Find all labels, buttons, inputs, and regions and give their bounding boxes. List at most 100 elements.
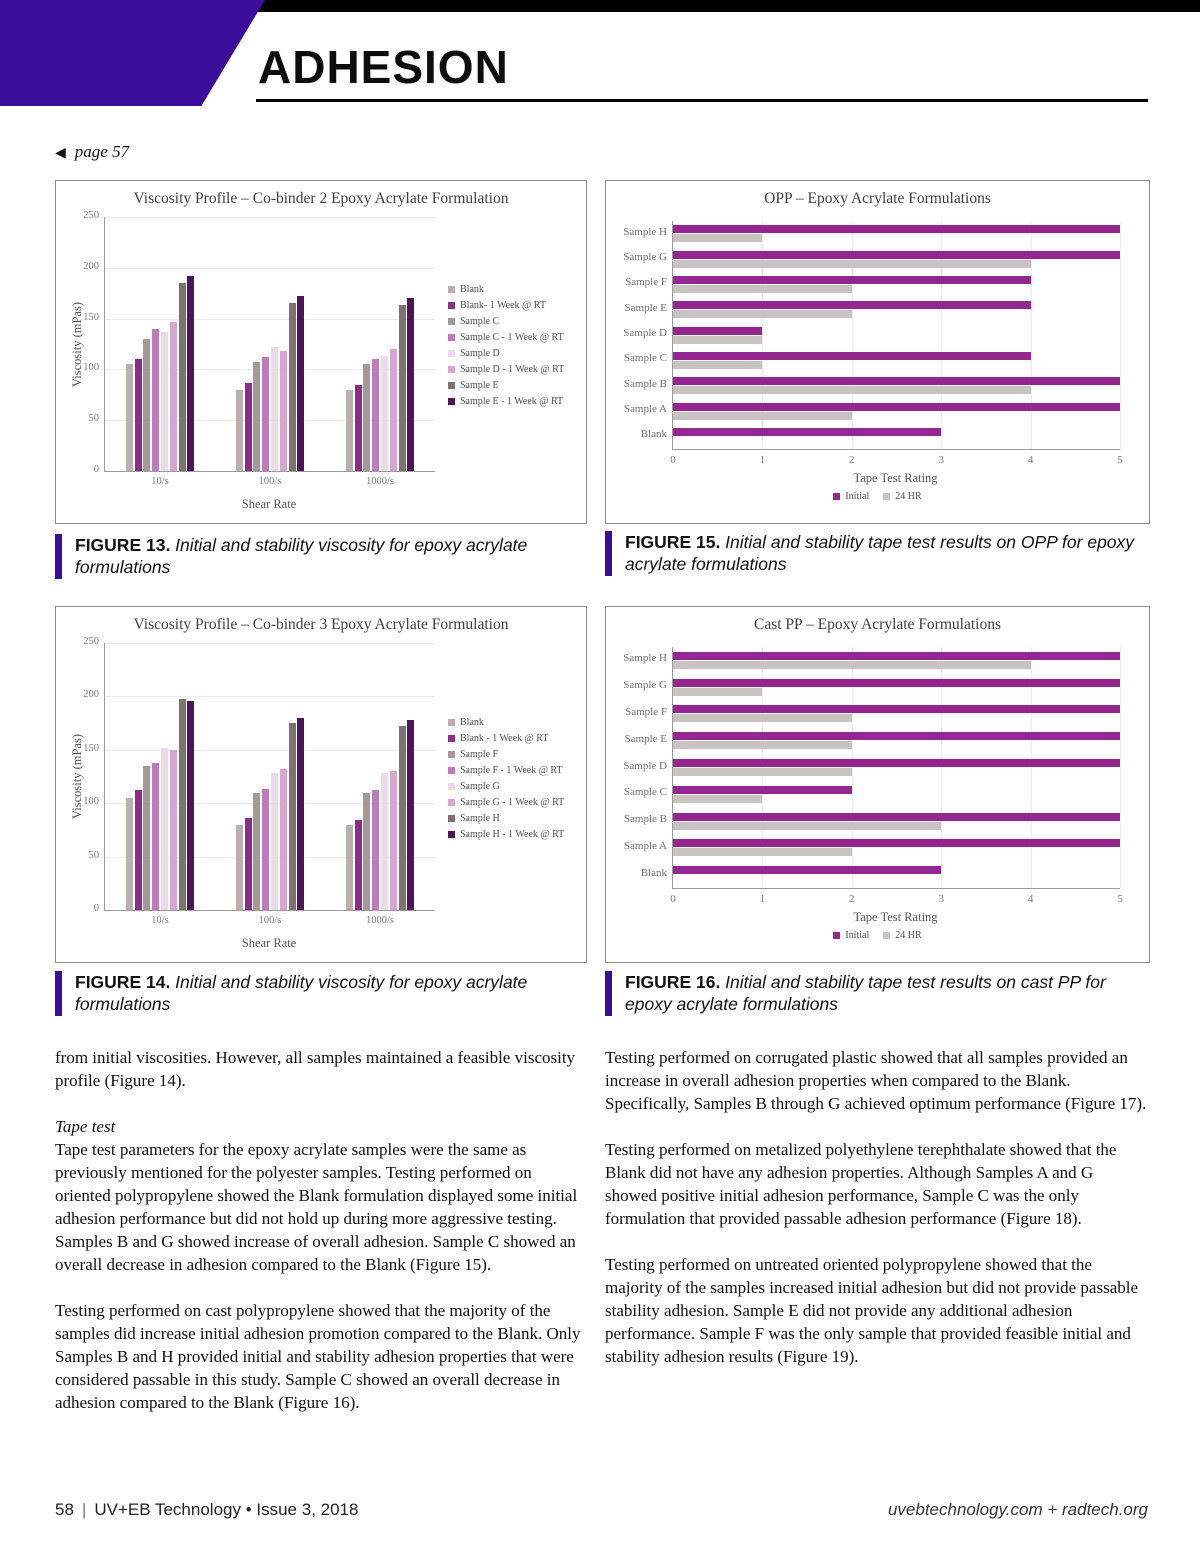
bar: [673, 386, 1031, 395]
bar: [673, 839, 1120, 848]
bar: [345, 389, 353, 471]
legend-item: Sample C: [448, 316, 564, 327]
x-tick-label: 5: [1117, 454, 1123, 466]
plot-area: 0 1 2 3 4 5 Sample H Sample G Sample F Sample E Sa…: [623, 647, 1123, 905]
category-label: Sample D: [623, 759, 667, 772]
legend-swatch-icon: [448, 366, 455, 373]
bar: [297, 717, 305, 910]
bar: [673, 326, 763, 335]
bar: [363, 364, 371, 471]
gridline: [851, 221, 853, 449]
bar: [673, 234, 763, 243]
bar: [152, 762, 160, 910]
bar: [134, 359, 142, 471]
bar: [673, 794, 763, 803]
y-tick-label: 0: [93, 903, 99, 914]
legend-item: Sample H: [448, 813, 564, 824]
bar: [673, 335, 763, 344]
legend-item: Sample C - 1 Week @ RT: [448, 332, 564, 343]
category-label: Sample H: [623, 652, 667, 665]
x-tick-label: 10/s: [151, 915, 169, 926]
legend-item: 24 HR: [883, 491, 922, 502]
body-column-left: from initial viscosities. However, all s…: [55, 1046, 587, 1437]
bar: [673, 284, 852, 293]
x-tick-label: 4: [1027, 454, 1034, 466]
bar: [673, 759, 1120, 767]
bar: [673, 275, 1031, 284]
legend-swatch-icon: [448, 798, 455, 806]
x-tick-label: 3: [938, 893, 944, 905]
bar: [235, 389, 243, 471]
gridline: [105, 749, 435, 751]
y-tick-label: 100: [83, 362, 99, 374]
x-tick-label: 1: [759, 454, 766, 466]
footer-separator: |: [81, 1500, 87, 1519]
x-tick-label: 2: [849, 893, 855, 905]
figure-13-chart: Viscosity Profile – Co-binder 2 Epoxy Ac…: [55, 180, 587, 524]
legend-swatch-icon: [448, 766, 455, 774]
title-underline: [256, 99, 1148, 102]
bar: [262, 357, 270, 471]
category-label: Sample E: [624, 301, 667, 314]
page-number: 58: [55, 1500, 74, 1519]
bar: [253, 362, 261, 471]
x-axis-label: Tape Test Rating: [853, 471, 938, 485]
legend-label: Sample E - 1 Week @ RT: [460, 396, 564, 407]
gridline: [1030, 221, 1032, 449]
chart-legend: Blank Blank - 1 Week @ RT Sample F Sample F…: [448, 717, 564, 845]
gridline: [105, 696, 435, 698]
footer-links[interactable]: uvebtechnology.com + radtech.org: [887, 1500, 1148, 1519]
bar: [673, 687, 763, 696]
bar: [270, 347, 278, 471]
category-label: Sample C: [623, 352, 667, 365]
bar: [354, 820, 362, 910]
legend-label: Sample F: [460, 748, 499, 760]
legend-item: Sample H - 1 Week @ RT: [448, 829, 564, 840]
figure-caption-text: Initial and stability tape test results …: [625, 532, 1135, 575]
bar: [673, 785, 852, 794]
legend-label: Sample H: [460, 812, 500, 824]
caption-text: FIGURE 15. Initial and stability tape te…: [625, 531, 1148, 576]
figure-14-caption: FIGURE 14. Initial and stability viscosi…: [55, 971, 585, 1016]
y-tick-label: 150: [83, 311, 99, 323]
paragraph: Testing performed on cast polypropylene …: [55, 1301, 581, 1412]
legend-swatch-icon: [833, 932, 841, 939]
legend-label: Initial: [845, 930, 870, 941]
figure-caption-text: Initial and stability tape test results …: [625, 972, 1106, 1015]
bar: [262, 789, 270, 910]
y-axis-label: Viscosity (mPas): [70, 301, 84, 387]
paragraph: Testing performed on untreated oriented …: [605, 1255, 1139, 1366]
y-tick-label: 100: [83, 796, 99, 808]
y-tick-label: 50: [88, 849, 100, 861]
legend-item: 24 HR: [883, 930, 922, 941]
bar: [169, 749, 177, 910]
legend-swatch-icon: [883, 493, 891, 500]
figure-caption-text: Initial and stability viscosity for epox…: [75, 972, 528, 1015]
legend-swatch-icon: [448, 302, 455, 309]
back-link[interactable]: ◀ page 57: [55, 142, 129, 162]
legend-item: Sample E - 1 Week @ RT: [448, 396, 564, 407]
bar: [169, 321, 177, 471]
bar: [288, 303, 296, 471]
top-black-bar: [0, 0, 1200, 12]
category-label: Sample E: [624, 732, 667, 745]
y-tick-label: 0: [93, 464, 99, 475]
legend-label: Sample C: [460, 316, 500, 327]
legend-label: Sample F - 1 Week @ RT: [460, 764, 563, 776]
legend-label: 24 HR: [895, 491, 922, 502]
bar: [270, 773, 278, 910]
y-tick-label: 250: [83, 636, 99, 647]
x-tick-label: 100/s: [258, 915, 282, 926]
legend-label: Initial: [845, 491, 870, 502]
page-footer: 58 | UV+EB Technology • Issue 3, 2018 uveb…: [55, 1500, 1148, 1520]
legend-swatch-icon: [448, 830, 455, 838]
legend-label: Blank: [460, 284, 484, 295]
bar: [345, 824, 353, 910]
bar: [673, 360, 763, 369]
x-tick-label: 3: [938, 454, 944, 466]
legend-item: Sample F: [448, 749, 564, 760]
bar: [288, 723, 296, 910]
bar: [407, 719, 415, 910]
figure-16-caption: FIGURE 16. Initial and stability tape te…: [605, 971, 1148, 1016]
bar: [673, 848, 852, 857]
